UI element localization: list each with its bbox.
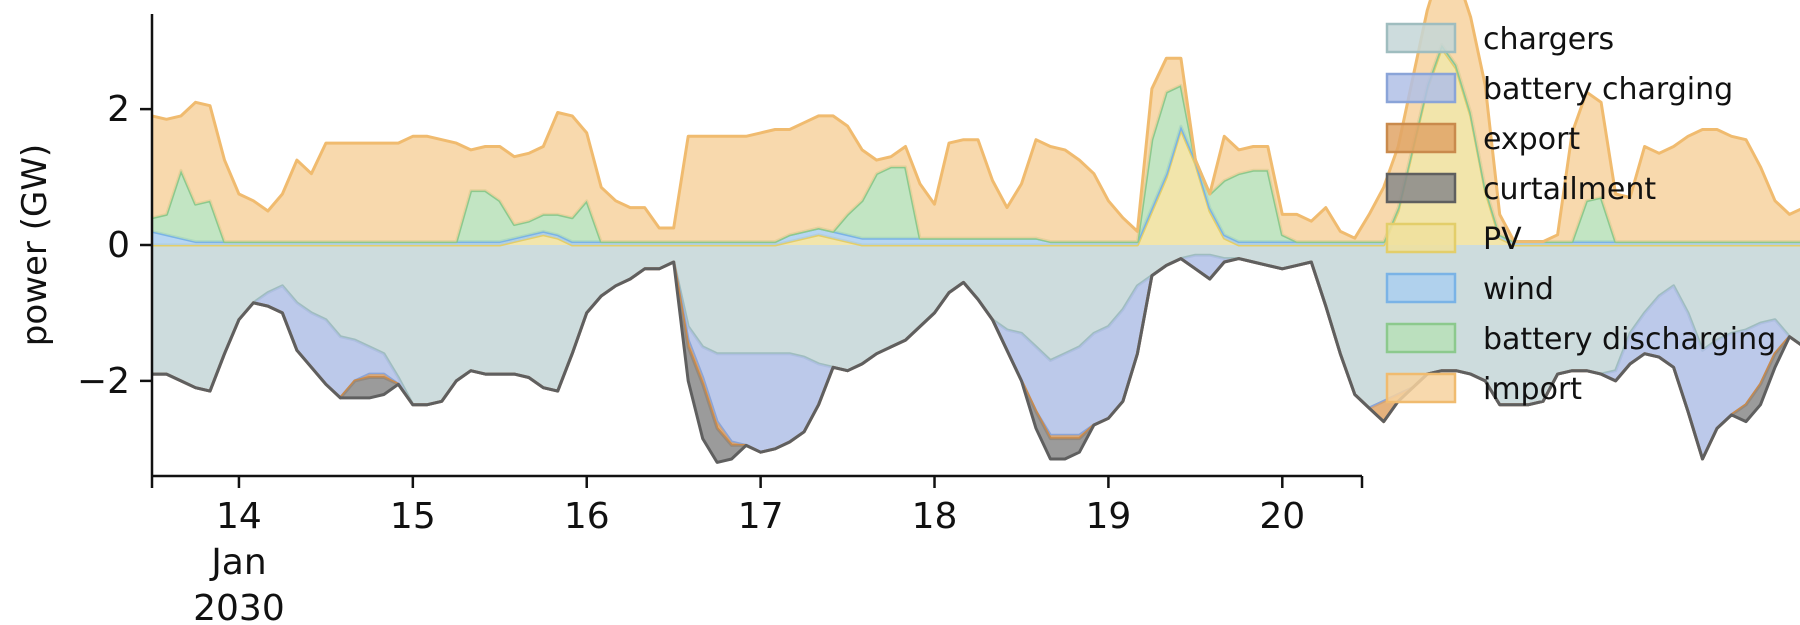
- x-tick-label: 20: [1259, 496, 1305, 537]
- legend-label-wind: wind: [1483, 272, 1554, 307]
- legend-label-chargers: chargers: [1483, 22, 1614, 57]
- y-tick-label: 0: [107, 225, 130, 266]
- legend-label-curtailment: curtailment: [1483, 172, 1656, 207]
- x-tick-label: 16: [564, 496, 610, 537]
- legend-swatch-battery-charging: [1385, 72, 1457, 104]
- legend-swatch-chargers: [1385, 22, 1457, 54]
- area-export: [152, 258, 1800, 459]
- legend-swatch-wind: [1385, 272, 1457, 304]
- legend-label-import: import: [1483, 372, 1582, 407]
- x-tick-label: 19: [1086, 496, 1132, 537]
- x-tick-label: 15: [390, 496, 436, 537]
- legend-swatch-battery-discharging: [1385, 322, 1457, 354]
- legend-swatch-pv: [1385, 222, 1457, 254]
- x-ticks: 14 Jan 2030 15 16 17 18 19 20: [150, 476, 1364, 625]
- x-tick-label: 14: [216, 496, 262, 537]
- legend-label-battery-discharging: battery discharging: [1483, 322, 1776, 357]
- legend: chargers battery charging export curtailmen…: [1385, 22, 1776, 407]
- legend-label-pv: PV: [1483, 222, 1522, 257]
- x-tick-label: Jan: [209, 542, 267, 583]
- line-curtailment: [152, 257, 1800, 464]
- x-tick-label: 17: [738, 496, 784, 537]
- line-import: [151, 0, 1800, 244]
- area-pv: [152, 48, 1800, 245]
- y-ticks: 2 0 −2: [77, 89, 152, 402]
- legend-swatch-export: [1385, 122, 1457, 154]
- legend-label-battery-charging: battery charging: [1483, 72, 1733, 107]
- y-axis-title: power (GW): [15, 144, 55, 346]
- x-tick-label: 18: [912, 496, 958, 537]
- legend-swatch-import: [1385, 372, 1457, 404]
- x-tick-label: 2030: [193, 588, 285, 625]
- y-tick-label: −2: [77, 361, 130, 402]
- y-tick-label: 2: [107, 89, 130, 130]
- legend-swatch-curtailment: [1385, 172, 1457, 204]
- legend-label-export: export: [1483, 122, 1580, 157]
